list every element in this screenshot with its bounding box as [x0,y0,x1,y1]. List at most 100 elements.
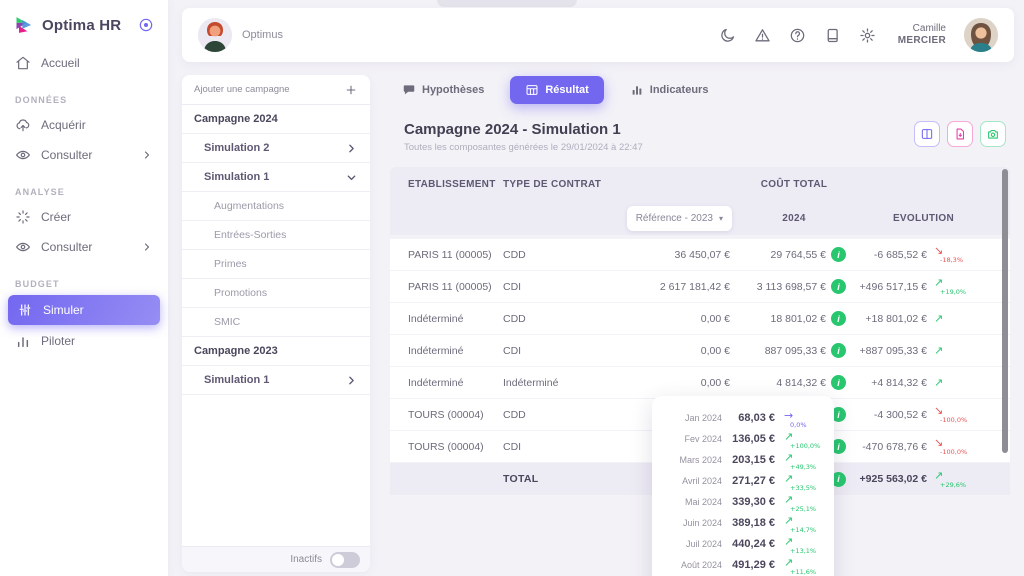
table-columns-button[interactable] [914,121,940,147]
table-row[interactable]: PARIS 11 (00005) CDD 36 450,07 € 29 764,55 … [390,239,1010,271]
page-title: Campagne 2024 - Simulation 1 [404,121,621,138]
sidebar-item-consulter[interactable]: Consulter [0,141,168,169]
table-row[interactable]: Indéterminé CDD 0,00 € 18 801,02 € i +18 801,… [390,303,1010,335]
sparkle-icon [15,209,31,225]
cell-2024: 29 764,55 € i [738,247,850,262]
cell-2024: i [738,407,850,422]
table-row[interactable]: PARIS 11 (00005) CDI 2 617 181,42 € 3 113 6… [390,271,1010,303]
cell-reference: 2 617 181,42 € [659,280,730,293]
reference-select[interactable]: Référence - 2023 ▾ [626,205,732,231]
trend-up-icon: ↗ +14,7% [784,514,817,535]
campaign-campagne-2024[interactable]: Campagne 2024 [182,105,370,134]
cell-reference: 0,00 € [700,312,730,325]
cell-contrat: CDI [503,344,522,357]
camera-button[interactable] [980,121,1006,147]
table-row[interactable]: Indéterminé Indéterminé 0,00 € 4 814,32 € i +… [390,367,1010,399]
moon-icon[interactable] [719,27,736,44]
sidebar-item-acquerir[interactable]: Acquérir [0,111,168,139]
export-buttons [914,121,1010,147]
file-export-button[interactable] [947,121,973,147]
monthly-detail-popup: Jan 2024 68,03 € → 0,0% Fev 2024 136,05 € ↗ +10… [652,396,834,576]
table-columns-icon [920,127,934,141]
info-icon[interactable]: i [831,375,846,390]
info-icon[interactable]: i [831,343,846,358]
sliders-icon [17,302,33,318]
sidebar-item-accueil[interactable]: Accueil [0,49,168,77]
tab-indicateurs[interactable]: Indicateurs [630,83,708,97]
info-icon[interactable]: i [831,407,846,422]
popup-value: 203,15 € [732,453,775,466]
chevron-right-icon [141,241,153,253]
table-row[interactable]: Indéterminé CDI 0,00 € 887 095,33 € i +887 09… [390,335,1010,367]
simulation-simulation-1[interactable]: Simulation 1 [182,366,370,395]
view-tabs: Hypothèses Résultat Indicateurs [390,75,1010,105]
info-icon[interactable]: i [831,471,846,487]
sidebar-section-analyse: ANALYSE [15,187,65,197]
popup-month: Avril 2024 [682,475,722,486]
popup-month-row: Juin 2024 389,18 € ↗ +14,7% [652,512,834,533]
trend-up-icon: ↗ +33,5% [784,472,817,493]
cell-reference: 36 450,07 € [674,248,730,261]
table-scrollbar[interactable] [1002,169,1008,453]
popup-value: 136,05 € [732,432,775,445]
sidebar-item-piloter[interactable]: Piloter [0,327,168,355]
topbar-icons [719,27,876,44]
workspace-name: Optimus [242,29,283,41]
info-icon[interactable]: i [831,439,846,454]
trend-down-icon: ↘ -100,0% [934,404,968,425]
sidebar-item-creer[interactable]: Créer [0,203,168,231]
col-cout-total: COÛT TOTAL [760,178,828,190]
brand-header: Optima HR [0,0,168,47]
component-augmentations[interactable]: Augmentations [182,192,370,221]
cell-evolution: -470 678,76 € ↘ -100,0% [862,436,968,457]
inactifs-toggle[interactable] [330,551,360,568]
campaign-tree: Campagne 2024 Simulation 2 Simulation 1 Aug… [182,105,370,395]
cell-evolution: +496 517,15 € ↗ +19,0% [859,276,967,297]
gear-icon[interactable] [859,27,876,44]
component-entrees-sorties[interactable]: Entrées-Sorties [182,221,370,250]
popup-value: 68,03 € [738,411,775,424]
info-icon[interactable]: i [831,311,846,326]
info-icon[interactable]: i [831,279,846,294]
brand-logo-icon [14,15,34,35]
trend-up-icon: ↗ +29,6% [934,468,967,489]
popup-month-row: Juil 2024 440,24 € ↗ +13,1% [652,533,834,554]
trend-up-icon: ↗ +19,0% [934,276,967,297]
user-avatar[interactable] [964,18,998,52]
cell-etablissement: PARIS 11 (00005) [408,280,492,293]
popup-month: Fev 2024 [684,433,722,444]
total-2024: i [738,471,850,487]
simulation-simulation-1[interactable]: Simulation 1 [182,163,370,192]
add-campaign-button[interactable]: Ajouter une campagne [182,75,370,105]
info-icon[interactable]: i [831,247,846,262]
campaign-campagne-2023[interactable]: Campagne 2023 [182,337,370,366]
upload-cloud-icon [15,117,31,133]
cell-2024: 18 801,02 € i [738,311,850,326]
component-promotions[interactable]: Promotions [182,279,370,308]
component-smic[interactable]: SMIC [182,308,370,337]
alert-triangle-icon[interactable] [754,27,771,44]
eye-icon [15,147,31,163]
popup-month-row: Août 2024 491,29 € ↗ +11,6% [652,554,834,575]
popup-value: 389,18 € [732,516,775,529]
simulation-simulation-2[interactable]: Simulation 2 [182,134,370,163]
cell-contrat: CDD [503,248,526,261]
chevron-right-icon [141,149,153,161]
component-primes[interactable]: Primes [182,250,370,279]
help-circle-icon[interactable] [789,27,806,44]
tab-resultat[interactable]: Résultat [510,76,604,104]
toggle-knob [332,553,344,566]
workspace-avatar[interactable] [198,18,232,52]
trend-flat-icon: → 0,0% [784,409,807,430]
col-type-contrat: TYPE DE CONTRAT [503,178,602,190]
book-icon[interactable] [824,27,841,44]
total-evolution: +925 563,02 € ↗ +29,6% [859,468,967,489]
sidebar-item-consulter[interactable]: Consulter [0,233,168,261]
sidebar-pin-icon[interactable] [138,17,154,33]
tab-hypotheses[interactable]: Hypothèses [402,83,484,97]
sidebar-item-simuler[interactable]: Simuler [8,295,160,325]
cell-evolution: +4 814,32 € ↗ [850,377,1000,389]
chevron-right-icon [345,142,358,155]
cell-contrat: CDI [503,280,522,293]
trend-up-icon: ↗ +100,0% [784,430,821,451]
